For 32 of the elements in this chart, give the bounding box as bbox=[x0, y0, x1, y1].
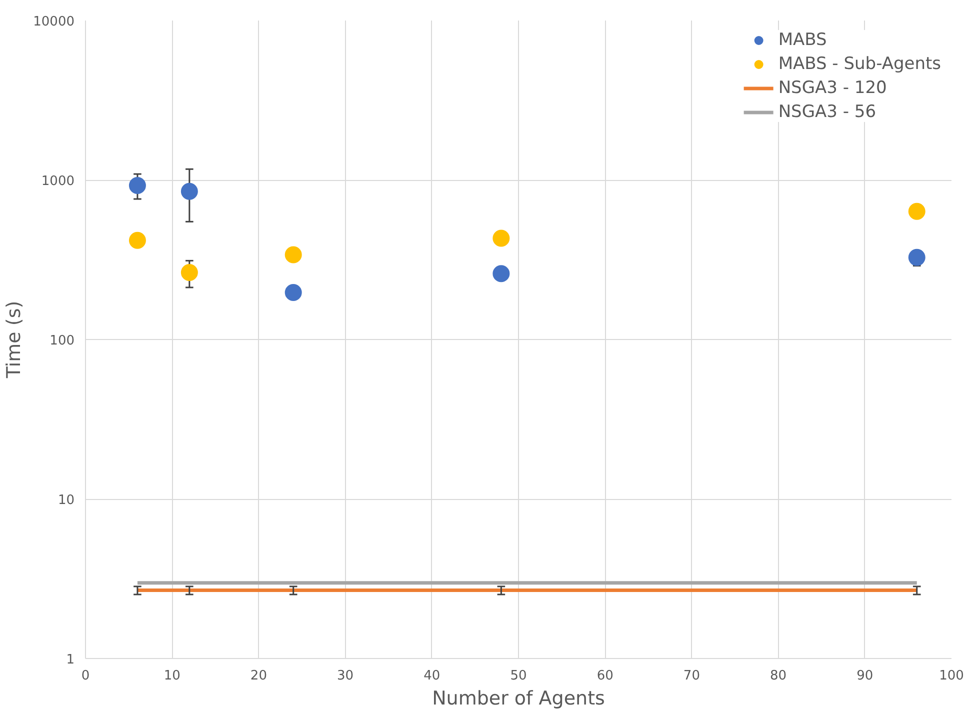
point bbox=[180, 182, 198, 200]
legend-label: NSGA3 - 120 bbox=[778, 78, 887, 98]
point bbox=[492, 230, 510, 247]
y-tick-label: 100 bbox=[50, 334, 75, 348]
point bbox=[284, 246, 302, 264]
point bbox=[908, 248, 926, 266]
y-tick-label: 10000 bbox=[33, 14, 75, 30]
x-tick-label: 10 bbox=[164, 668, 180, 684]
y-axis-title: Time (s) bbox=[3, 300, 26, 380]
x-tick-label: 90 bbox=[856, 668, 874, 684]
y-tick-label: 1 bbox=[66, 652, 75, 668]
x-tick-label: 100 bbox=[939, 668, 964, 684]
point bbox=[908, 202, 926, 220]
x-tick-label: 20 bbox=[250, 668, 267, 684]
point bbox=[128, 232, 146, 249]
legend-label: MABS - Sub-Agents bbox=[778, 54, 941, 74]
x-tick-label: 70 bbox=[683, 668, 700, 684]
point bbox=[284, 284, 302, 302]
legend-label: NSGA3 - 56 bbox=[778, 102, 876, 122]
y-tick-label: 10 bbox=[58, 493, 75, 508]
x-tick-label: 50 bbox=[510, 668, 527, 684]
x-tick-label: 40 bbox=[424, 668, 440, 684]
y-tick-label: 1000 bbox=[41, 174, 75, 189]
x-tick-label: 80 bbox=[770, 668, 787, 684]
point bbox=[180, 264, 198, 281]
point bbox=[128, 176, 146, 194]
x-axis-title: Number of Agents bbox=[432, 688, 605, 710]
x-tick-label: 60 bbox=[596, 668, 614, 684]
x-tick-label: 0 bbox=[81, 668, 90, 684]
x-tick-label: 30 bbox=[337, 668, 354, 684]
point bbox=[492, 265, 510, 282]
legend-label: MABS bbox=[778, 30, 827, 50]
